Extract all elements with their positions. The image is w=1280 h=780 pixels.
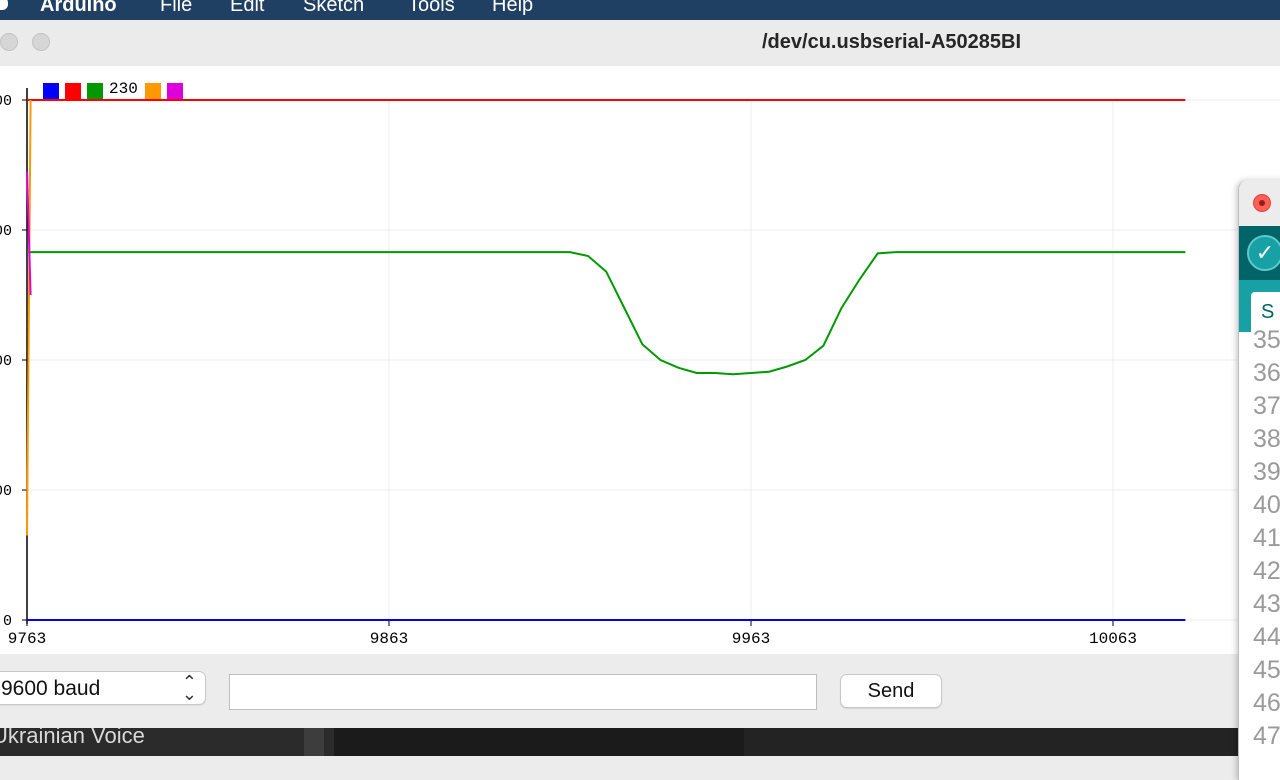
send-button[interactable]: Send: [840, 674, 942, 708]
x-tick-label: 9963: [732, 630, 770, 648]
startup-spike-1: [26, 171, 32, 296]
menu-edit[interactable]: Edit: [230, 0, 265, 16]
background-window-strip: Ukrainian Voice: [0, 728, 1280, 756]
legend-swatch: [87, 83, 103, 99]
menu-tools[interactable]: Tools: [408, 0, 455, 16]
menu-help[interactable]: Help: [492, 0, 534, 16]
window-minimize-button[interactable]: [32, 33, 50, 51]
legend-swatch: [145, 83, 161, 99]
ide-line-number: 36: [1253, 359, 1280, 387]
ide-line-number: 40: [1253, 491, 1280, 519]
ide-line-number: 45: [1253, 656, 1280, 684]
baud-rate-select[interactable]: 9600 baud ⌃ ⌄: [0, 671, 206, 705]
window-close-button[interactable]: [0, 33, 18, 51]
x-tick-label: 9763: [8, 630, 46, 648]
background-panel: [334, 728, 744, 756]
ide-line-number: 43: [1253, 590, 1280, 618]
ide-sketch-tab[interactable]: S: [1251, 292, 1280, 332]
legend-swatch: [65, 83, 81, 99]
ide-line-number: 38: [1253, 425, 1280, 453]
menu-app-name[interactable]: Arduino: [40, 0, 117, 16]
plot-canvas: 0 100 200 300 400 9763 9863 9963 10063 230: [0, 80, 1280, 648]
startup-spike-0: [26, 99, 32, 536]
macos-menu-bar: Arduino File Edit Sketch Tools Help: [0, 0, 1280, 20]
ide-titlebar: [1239, 180, 1280, 226]
ide-line-number: 37: [1253, 392, 1280, 420]
apple-menu-icon[interactable]: [0, 0, 8, 10]
window-title: /dev/cu.usbserial-A50285BI: [762, 31, 1022, 53]
background-panel-right: [744, 728, 1240, 756]
legend-swatch: [167, 83, 183, 99]
ide-line-numbers: 35 36 37 38 39 40 41 42 43 44 45 46 47: [1253, 324, 1280, 753]
plotter-controls: 9600 baud ⌃ ⌄ Send: [0, 654, 1280, 728]
baud-rate-value: 9600 baud: [1, 677, 101, 700]
updown-chevron-icon: ⌃ ⌄: [181, 672, 197, 704]
serial-plotter-chart: 0 100 200 300 400 9763 9863 9963 10063 230: [0, 66, 1280, 654]
ide-toolbar: ✓: [1239, 226, 1280, 280]
verify-check-icon[interactable]: ✓: [1247, 235, 1280, 271]
ide-close-button[interactable]: [1253, 194, 1271, 212]
x-tick-label: 10063: [1089, 630, 1137, 648]
background-divider: [304, 728, 324, 756]
y-tick-label: 400: [0, 93, 12, 110]
background-window-label: Ukrainian Voice: [0, 728, 145, 748]
ide-line-number: 47: [1253, 722, 1280, 750]
ide-line-number: 39: [1253, 458, 1280, 486]
menu-file[interactable]: File: [160, 0, 193, 16]
x-tick-label: 9863: [370, 630, 408, 648]
ide-line-number: 35: [1253, 326, 1280, 354]
legend-swatch: [43, 83, 59, 99]
ide-tab-row: S: [1239, 280, 1280, 332]
y-tick-label: 100: [0, 483, 12, 500]
legend-label: 230: [109, 80, 138, 98]
ide-line-number: 44: [1253, 623, 1280, 651]
ide-line-number: 42: [1253, 557, 1280, 585]
series-line-2: [27, 251, 1186, 376]
ide-line-number: 46: [1253, 689, 1280, 717]
arduino-ide-window[interactable]: ✓ S 35 36 37 38 39 40 41 42 43 44 45 46 47: [1238, 180, 1280, 780]
y-tick-label: 300: [0, 223, 12, 240]
send-input[interactable]: [229, 674, 817, 710]
y-tick-label: 200: [0, 353, 12, 370]
y-tick-label: 0: [3, 613, 12, 630]
menu-sketch[interactable]: Sketch: [303, 0, 365, 16]
window-titlebar: /dev/cu.usbserial-A50285BI: [0, 20, 1280, 67]
ide-line-number: 41: [1253, 524, 1280, 552]
